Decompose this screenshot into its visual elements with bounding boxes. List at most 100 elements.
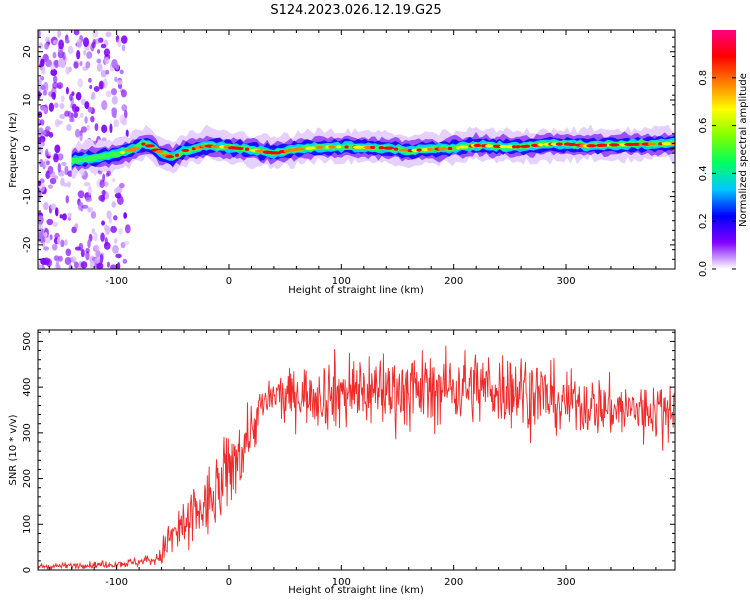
noise-blob — [123, 212, 127, 219]
noise-blob — [38, 76, 41, 85]
noise-blob — [102, 173, 106, 183]
noise-blob — [87, 106, 93, 113]
ridge-peak — [485, 144, 494, 148]
noise-blob — [100, 43, 107, 49]
noise-blob — [38, 233, 41, 242]
noise-blob — [54, 144, 61, 154]
ridge-peak — [426, 147, 434, 151]
noise-blob — [111, 107, 118, 115]
noise-blob — [105, 172, 110, 177]
noise-blob — [111, 95, 118, 105]
ridge-peak — [447, 146, 453, 151]
noise-blob — [60, 239, 65, 248]
ridge-peak — [344, 145, 349, 149]
noise-blob — [101, 220, 106, 226]
ridge-peak — [129, 146, 140, 150]
noise-blob — [40, 84, 46, 90]
noise-blob — [61, 161, 67, 166]
spectrogram-xtick-label: 0 — [226, 276, 232, 287]
noise-blob — [109, 123, 113, 134]
noise-blob — [53, 154, 59, 163]
noise-blob — [74, 128, 81, 138]
noise-blob — [94, 257, 101, 264]
noise-blob — [105, 31, 112, 38]
noise-blob — [57, 153, 64, 161]
colorbar-tick-label: 0.8 — [698, 70, 709, 86]
ridge-peak — [586, 144, 597, 148]
noise-blob — [45, 148, 49, 158]
noise-blob — [84, 116, 88, 124]
noise-blob — [39, 158, 44, 168]
spectrogram-xtick-label: 200 — [444, 276, 463, 287]
noise-blob — [65, 66, 71, 75]
noise-blob — [48, 170, 56, 178]
noise-blob — [92, 30, 99, 38]
ridge-peak — [165, 155, 175, 159]
ridge-peak — [459, 145, 469, 149]
snr-xlabel: Height of straight line (km) — [288, 585, 424, 596]
noise-blob — [123, 240, 130, 246]
noise-blob — [106, 261, 111, 268]
spectrogram-ytick-label: 10 — [22, 94, 33, 107]
noise-blob — [43, 231, 48, 238]
ridge-peak — [515, 145, 521, 149]
noise-blob — [38, 215, 44, 225]
noise-blob — [110, 88, 118, 96]
noise-blob — [57, 30, 62, 38]
noise-blob — [48, 102, 54, 112]
noise-blob — [108, 217, 112, 224]
noise-blob — [86, 124, 90, 131]
spectrogram-ytick-label: 0 — [22, 145, 33, 151]
noise-blob — [71, 91, 75, 97]
noise-blob — [50, 63, 56, 71]
noise-blob — [74, 261, 79, 269]
noise-blob — [51, 243, 58, 251]
ridge-peak — [269, 151, 282, 155]
ridge-peak — [315, 145, 324, 149]
ridge-peak — [473, 143, 482, 148]
ridge-peak — [416, 148, 422, 152]
spectrogram-xtick-label: 100 — [332, 276, 351, 287]
noise-blob — [85, 250, 90, 261]
noise-blob — [79, 60, 83, 67]
snr-xtick-label: 100 — [332, 577, 351, 588]
noise-blob — [74, 223, 79, 229]
noise-blob — [74, 246, 81, 251]
ridge-peak — [174, 153, 180, 157]
snr-xtick-label: 0 — [226, 577, 232, 588]
noise-blob — [50, 68, 58, 77]
noise-blob — [64, 239, 68, 246]
noise-blob — [96, 58, 102, 64]
colorbar-tick-label: 0.6 — [698, 118, 709, 134]
noise-blob — [55, 257, 60, 267]
noise-blob — [44, 42, 49, 50]
noise-blob — [103, 181, 109, 187]
noise-blob — [80, 126, 88, 133]
noise-blob — [59, 113, 66, 120]
snr-plot-area — [38, 330, 675, 570]
noise-blob — [101, 100, 108, 111]
noise-blob — [57, 120, 63, 125]
noise-blob — [40, 105, 47, 112]
noise-blob — [67, 212, 72, 219]
snr-axis-ticks: -100 0 100 200 300 0 100 200 300 400 500 — [22, 330, 675, 588]
noise-blob — [41, 242, 46, 247]
noise-blob — [111, 201, 117, 208]
noise-blob — [87, 239, 91, 249]
noise-blob — [114, 76, 118, 83]
snr-frame — [37, 329, 676, 571]
noise-blob — [121, 117, 128, 126]
noise-blob — [79, 131, 83, 142]
noise-blob — [38, 264, 43, 269]
spectrogram-ytick-label: -10 — [22, 188, 33, 204]
noise-blob — [110, 264, 117, 269]
snr-panel: -100 0 100 200 300 0 100 200 300 400 500 Height of… — [8, 329, 676, 596]
colorbar-tick-label: 0.4 — [698, 165, 709, 181]
noise-blob — [86, 51, 93, 59]
noise-blob — [91, 228, 96, 234]
noise-blob — [100, 69, 107, 78]
ridge-peak — [181, 148, 190, 153]
noise-blob — [87, 185, 92, 196]
